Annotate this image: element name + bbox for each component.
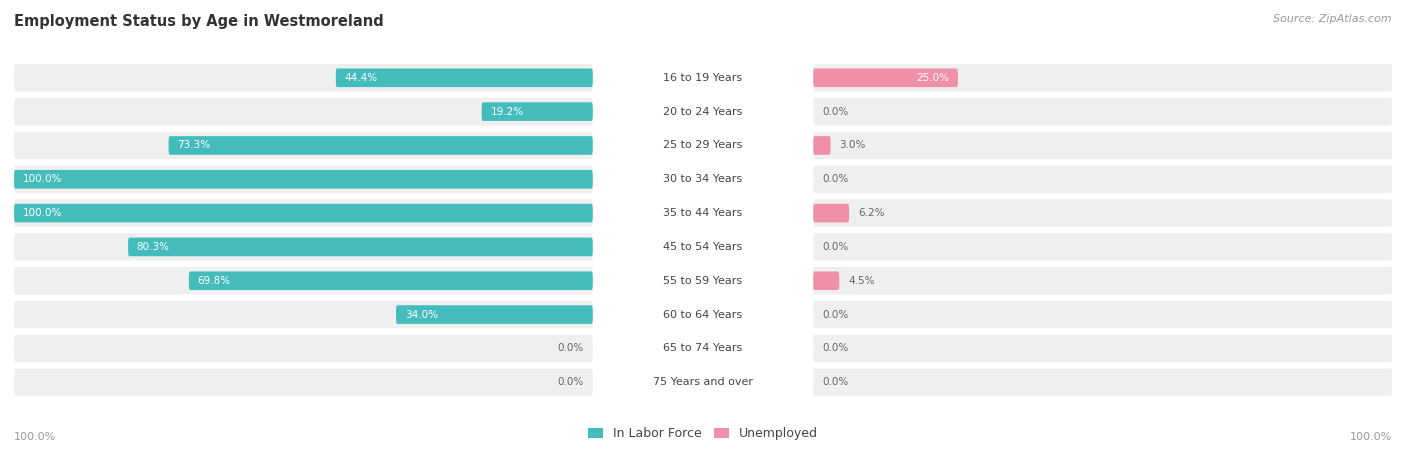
FancyBboxPatch shape [14, 204, 593, 222]
Text: 60 to 64 Years: 60 to 64 Years [664, 309, 742, 320]
Text: 0.0%: 0.0% [823, 377, 848, 387]
FancyBboxPatch shape [813, 204, 849, 222]
FancyBboxPatch shape [813, 199, 1392, 227]
Text: 45 to 54 Years: 45 to 54 Years [664, 242, 742, 252]
FancyBboxPatch shape [813, 335, 1392, 362]
Text: 20 to 24 Years: 20 to 24 Years [664, 106, 742, 117]
Text: 6.2%: 6.2% [858, 208, 884, 218]
FancyBboxPatch shape [813, 64, 1392, 92]
FancyBboxPatch shape [14, 166, 593, 193]
FancyBboxPatch shape [813, 166, 1392, 193]
FancyBboxPatch shape [128, 238, 593, 256]
Legend: In Labor Force, Unemployed: In Labor Force, Unemployed [588, 427, 818, 440]
FancyBboxPatch shape [813, 136, 831, 155]
Text: 16 to 19 Years: 16 to 19 Years [664, 73, 742, 83]
FancyBboxPatch shape [813, 301, 1392, 328]
FancyBboxPatch shape [14, 98, 593, 125]
FancyBboxPatch shape [14, 199, 593, 227]
FancyBboxPatch shape [14, 233, 593, 261]
FancyBboxPatch shape [482, 102, 593, 121]
FancyBboxPatch shape [813, 233, 1392, 261]
FancyBboxPatch shape [14, 267, 593, 295]
Text: 34.0%: 34.0% [405, 309, 437, 320]
FancyBboxPatch shape [813, 132, 1392, 159]
FancyBboxPatch shape [813, 368, 1392, 396]
Text: 0.0%: 0.0% [558, 377, 583, 387]
Text: 100.0%: 100.0% [14, 432, 56, 442]
Text: 100.0%: 100.0% [1350, 432, 1392, 442]
Text: 0.0%: 0.0% [823, 174, 848, 184]
Text: 100.0%: 100.0% [22, 208, 62, 218]
Text: 100.0%: 100.0% [22, 174, 62, 184]
FancyBboxPatch shape [813, 267, 1392, 295]
Text: 0.0%: 0.0% [823, 343, 848, 354]
Text: 44.4%: 44.4% [344, 73, 378, 83]
Text: 35 to 44 Years: 35 to 44 Years [664, 208, 742, 218]
FancyBboxPatch shape [14, 132, 593, 159]
Text: 0.0%: 0.0% [823, 242, 848, 252]
Text: 69.8%: 69.8% [197, 276, 231, 286]
FancyBboxPatch shape [14, 64, 593, 92]
Text: 25.0%: 25.0% [917, 73, 949, 83]
FancyBboxPatch shape [14, 335, 593, 362]
FancyBboxPatch shape [188, 272, 593, 290]
Text: 65 to 74 Years: 65 to 74 Years [664, 343, 742, 354]
Text: 30 to 34 Years: 30 to 34 Years [664, 174, 742, 184]
Text: 3.0%: 3.0% [839, 140, 866, 151]
FancyBboxPatch shape [813, 98, 1392, 125]
Text: 73.3%: 73.3% [177, 140, 211, 151]
Text: 4.5%: 4.5% [848, 276, 875, 286]
FancyBboxPatch shape [813, 69, 957, 87]
Text: 75 Years and over: 75 Years and over [652, 377, 754, 387]
FancyBboxPatch shape [813, 272, 839, 290]
Text: 19.2%: 19.2% [491, 106, 523, 117]
Text: 0.0%: 0.0% [823, 309, 848, 320]
Text: 80.3%: 80.3% [136, 242, 170, 252]
FancyBboxPatch shape [336, 69, 593, 87]
Text: 25 to 29 Years: 25 to 29 Years [664, 140, 742, 151]
FancyBboxPatch shape [14, 301, 593, 328]
Text: Employment Status by Age in Westmoreland: Employment Status by Age in Westmoreland [14, 14, 384, 28]
FancyBboxPatch shape [396, 305, 593, 324]
FancyBboxPatch shape [14, 368, 593, 396]
Text: 55 to 59 Years: 55 to 59 Years [664, 276, 742, 286]
FancyBboxPatch shape [14, 170, 593, 189]
Text: 0.0%: 0.0% [823, 106, 848, 117]
FancyBboxPatch shape [169, 136, 593, 155]
Text: Source: ZipAtlas.com: Source: ZipAtlas.com [1274, 14, 1392, 23]
Text: 0.0%: 0.0% [558, 343, 583, 354]
